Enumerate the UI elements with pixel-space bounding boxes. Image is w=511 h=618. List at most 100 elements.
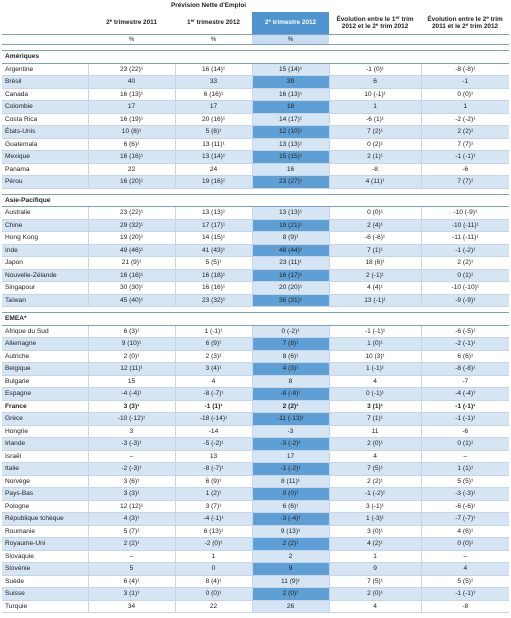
data-row: Guatemala 6 (6)¹ 13 (11)¹ 13 (13)¹ 0 (2)¹ 7 (…: [2, 138, 510, 151]
value-cell: 11 (9)¹: [251, 575, 330, 588]
value-cell: 48 (44)¹: [251, 244, 330, 257]
value-cell: 8 (9)¹: [251, 231, 330, 245]
country: Nouvelle-Zélande: [2, 269, 88, 282]
value-cell: -1 (-2)¹: [251, 462, 330, 476]
value-cell: 5 (5)¹: [174, 256, 252, 270]
value-cell: 2 (0)¹: [328, 437, 422, 451]
value-cell: 16 (19)¹: [87, 113, 175, 126]
country: Argentine: [2, 63, 88, 76]
value-cell: -3 (-3)¹: [420, 487, 510, 501]
header-text: 2: [106, 19, 110, 27]
column-header: Évolution entre le 2e trim 2011 et le 2e…: [421, 11, 510, 35]
value-cell: 4 (2)¹: [328, 537, 422, 551]
value-cell: -10 (-12)¹: [87, 412, 175, 426]
gap: [2, 188, 510, 195]
value-cell: -4 (-4)¹: [87, 387, 175, 401]
value-cell: -7 (-7)¹: [420, 512, 510, 526]
country: Afrique du Sud: [2, 325, 88, 338]
value-cell: -8 (-7)¹: [174, 462, 252, 476]
data-row: Nouvelle-Zélande 16 (16)¹ 16 (18)¹ 16 (17)¹…: [2, 269, 510, 282]
value-cell: -8 (-8)¹: [251, 387, 330, 401]
data-row: Pologne 12 (12)¹ 3 (7)¹ 6 (6)¹ 3 (-1)¹ -6 (-6…: [2, 500, 510, 513]
country: Grèce: [2, 412, 88, 426]
value-cell: -2 (-1)¹: [420, 337, 510, 351]
header-sup: e: [486, 14, 489, 20]
country: Slovénie: [2, 562, 88, 576]
value-cell: 10 (3)¹: [328, 350, 422, 363]
value-cell: -8 (-7)¹: [174, 387, 252, 401]
value-cell: 16 (16)¹: [174, 281, 252, 295]
value-cell: 13 (13)¹: [251, 138, 330, 151]
value-cell: -2 (0)¹: [174, 537, 252, 551]
value-cell: 16 (13)¹: [251, 88, 330, 101]
value-cell: -1 (-1)¹: [420, 587, 510, 601]
header-text: trimestre 2011: [112, 19, 157, 27]
blank: [329, 0, 422, 12]
header-sup: e: [375, 22, 379, 27]
value-cell: 16 (18)¹: [174, 269, 252, 282]
header-sup: e: [109, 18, 113, 24]
value-cell: -6 (1)¹: [328, 113, 422, 126]
value-cell: -3: [251, 425, 330, 438]
spacer: [2, 44, 510, 51]
header-text: trim 2012: [468, 23, 499, 30]
value-cell: 3 (4)¹: [174, 362, 252, 376]
country: Taïwan: [2, 294, 88, 307]
gap: [2, 44, 510, 51]
value-cell: -5 (-2)¹: [174, 437, 252, 451]
country: Brésil: [2, 75, 88, 89]
value-cell: 2 (2)¹: [251, 400, 330, 413]
value-cell: 1: [174, 550, 252, 563]
value-cell: 4: [328, 375, 422, 388]
value-cell: 3 (-1)¹: [328, 500, 422, 513]
value-cell: 2 (4)¹: [328, 219, 422, 232]
data-row: Taïwan 45 (40)¹ 23 (32)¹ 36 (31)¹ 13 (-1)¹ -9…: [2, 294, 510, 307]
value-cell: –: [420, 450, 510, 463]
value-cell: -1: [420, 75, 510, 89]
data-row: Inde 49 (46)¹ 41 (43)¹ 48 (44)¹ 7 (1)¹ -1 (-2…: [2, 244, 510, 257]
value-cell: 1 (-1)¹: [174, 325, 252, 338]
value-cell: 36 (31)¹: [251, 294, 330, 307]
value-cell: 4 (3)¹: [251, 362, 330, 376]
data-row: Argentine 23 (22)¹ 16 (14)¹ 15 (14)¹ -1 (0)¹…: [2, 63, 510, 76]
data-row: Chine 29 (32)¹ 17 (17)¹ 19 (21)¹ 2 (4)¹ -10 (…: [2, 219, 510, 232]
country: France: [2, 400, 88, 413]
value-cell: 2 (0)¹: [87, 350, 175, 363]
value-cell: 5 (8)¹: [174, 125, 252, 139]
value-cell: 18 (6)¹: [328, 256, 422, 270]
value-cell: -7: [420, 375, 510, 388]
value-cell: -4 (-4)¹: [420, 387, 510, 401]
unit: %: [88, 34, 175, 45]
group-header: Prévision Nette d'Emploi: [88, 0, 330, 12]
blank: [421, 34, 510, 45]
value-cell: 7 (2)¹: [328, 125, 422, 139]
section-row: Asie-Pacifique: [2, 194, 510, 207]
country: Canada: [2, 88, 88, 101]
value-cell: 40: [87, 75, 175, 89]
value-cell: 3 (0)¹: [328, 525, 422, 538]
value-cell: 26: [251, 600, 330, 613]
value-cell: 7 (7)¹: [420, 175, 510, 189]
value-cell: 2 (-1)¹: [328, 269, 422, 282]
value-cell: -6 (-6)¹: [328, 231, 422, 245]
data-row: Slovaquie –1 2 1–: [2, 550, 510, 563]
value-cell: 6 (9)¹: [174, 337, 252, 351]
value-cell: -6 (-5)¹: [420, 325, 510, 338]
value-cell: 3 (1)¹: [87, 587, 175, 601]
value-cell: 30 (30)¹: [87, 281, 175, 295]
data-row: Australie 23 (22)¹ 13 (13)¹ 13 (13)¹ 0 (0)¹ -…: [2, 206, 510, 220]
value-cell: 10 (-1)¹: [328, 88, 422, 101]
data-row: Hong Kong 19 (20)¹ 14 (15)¹ 8 (9)¹ -6 (-6)¹ -…: [2, 231, 510, 245]
data-row: Colombie 17 17 18 1 1: [2, 100, 510, 114]
data-row: Slovénie 5 0 9 9 4: [2, 562, 510, 576]
value-cell: -3 (-4)¹: [251, 512, 330, 526]
data-row: Allemagne 9 (10)¹ 6 (9)¹ 7 (8)¹ 1 (0)¹ -2 (-1…: [2, 337, 510, 351]
value-cell: 15 (14)¹: [251, 63, 330, 76]
value-cell: 19 (20)¹: [87, 231, 175, 245]
country: Espagne: [2, 387, 88, 401]
value-cell: 4 (4)¹: [328, 281, 422, 295]
value-cell: 6 (6)¹: [420, 350, 510, 363]
country: Pays-Bas: [2, 487, 88, 501]
value-cell: -1 (-1)¹: [420, 400, 510, 413]
